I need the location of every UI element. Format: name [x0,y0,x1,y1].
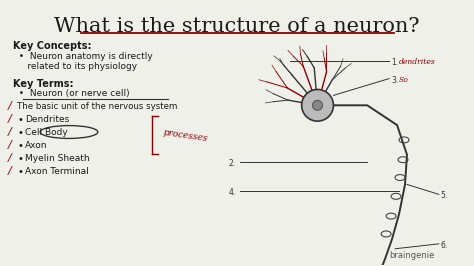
Text: related to its physiology: related to its physiology [13,62,137,71]
Text: •: • [17,141,23,151]
Text: 2.: 2. [229,159,236,168]
Text: •: • [17,167,23,177]
Text: What is the structure of a neuron?: What is the structure of a neuron? [54,17,420,36]
Text: 3.: 3. [391,76,398,85]
Text: 5.: 5. [441,191,448,200]
Circle shape [301,89,333,121]
Text: The basic unit of the nervous system: The basic unit of the nervous system [17,102,178,111]
Text: /: / [8,166,11,176]
Text: •: • [17,154,23,164]
Text: /: / [8,140,11,150]
Text: /: / [8,153,11,163]
Text: /: / [8,127,11,137]
Circle shape [312,100,322,110]
Text: •  Neuron anatomy is directly: • Neuron anatomy is directly [13,52,153,61]
Text: 1.: 1. [391,58,398,67]
Text: braingenie: braingenie [389,251,435,260]
Text: Cell Body: Cell Body [25,128,68,137]
Text: •  Neuron (or nerve cell): • Neuron (or nerve cell) [13,89,130,98]
Text: Key Terms:: Key Terms: [13,78,74,89]
Text: processes: processes [163,128,208,143]
Text: dendrites: dendrites [399,58,436,66]
Text: /: / [8,101,11,111]
Text: Key Concepts:: Key Concepts: [13,41,92,51]
Text: Axon: Axon [25,141,48,150]
Text: •: • [17,115,23,125]
Text: •: • [17,128,23,138]
Text: Axon Terminal: Axon Terminal [25,167,89,176]
Text: /: / [8,114,11,124]
Text: Myelin Sheath: Myelin Sheath [25,154,90,163]
Text: So: So [399,76,409,84]
Text: Dendrites: Dendrites [25,115,70,124]
Text: 4.: 4. [229,188,236,197]
Text: 6.: 6. [441,241,448,250]
